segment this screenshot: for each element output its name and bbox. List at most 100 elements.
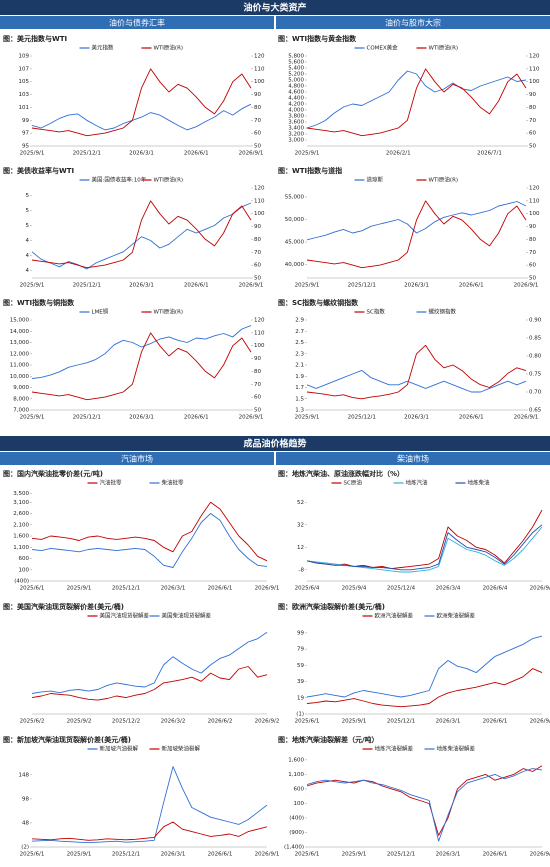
y-tick-label: 1,600 — [13, 534, 29, 540]
x-tick-label: 2025/9/1 — [295, 151, 320, 157]
series-line — [306, 68, 527, 137]
y2-tick-label: 50 — [254, 276, 261, 282]
y-tick-label: 55,000 — [285, 195, 305, 201]
x-tick-label: 2026/6/1 — [459, 415, 484, 421]
x-tick-label: 2026/3/1 — [161, 586, 186, 592]
y2-tick-label: 50 — [254, 408, 261, 414]
y-tick-label: 4 — [26, 238, 30, 244]
chart-title: 图：美国汽柴油现货裂解价差(美元/桶) — [3, 602, 124, 611]
y-tick-label: 1.5 — [295, 396, 304, 402]
legend-label: 新加坡汽油裂解 — [100, 745, 139, 753]
x-tick-label: 2025/12/4 — [387, 586, 416, 592]
y-tick-label: 109 — [19, 54, 30, 60]
y2-tick-label: 120 — [254, 54, 265, 60]
legend-label: 美国汽油现货裂解差 — [100, 612, 150, 620]
legend-label: 新加坡柴油裂解 — [162, 745, 201, 753]
series-line — [31, 325, 252, 379]
y-tick-label: 107 — [19, 66, 30, 72]
y-tick-label: 99 — [22, 118, 29, 124]
y2-tick-label: 50 — [254, 144, 261, 150]
chart-title: 图：国内汽柴油批零价差(元/吨) — [3, 469, 103, 478]
y-tick-label: 100 — [294, 801, 305, 807]
y-tick-label: 100 — [19, 567, 30, 573]
y-tick-label: 11,000 — [10, 363, 30, 369]
y-tick-label: (1) — [296, 712, 304, 718]
y-tick-label: (900) — [289, 830, 304, 836]
y2-tick-label: 110 — [529, 198, 540, 204]
y-tick-label: 105 — [19, 79, 30, 85]
y-tick-label: (400) — [289, 815, 304, 821]
y-tick-label: 101 — [19, 105, 30, 111]
y-tick-label: 2.5 — [295, 340, 304, 346]
header-title: 油价与大类资产 — [243, 2, 306, 14]
y-tick-label: 3,500 — [13, 491, 29, 497]
subheader-title: 汽油市场 — [121, 454, 153, 464]
legend-label: WTI原油(R) — [154, 176, 184, 184]
series-line — [31, 766, 268, 844]
y-tick-label: 7,000 — [13, 408, 29, 414]
legend-label: 欧洲汽油裂解差 — [375, 612, 414, 620]
subheader-title: 油价与债券汇率 — [109, 18, 165, 28]
legend-label: 欧洲柴油裂解差 — [437, 612, 476, 620]
legend-label: 地炼汽油裂解差 — [375, 745, 414, 753]
x-tick-label: 2026/6/1 — [184, 415, 209, 421]
y2-tick-label: 60 — [254, 131, 261, 137]
x-tick-label: 2026/9/2 — [255, 719, 280, 725]
y-tick-label: 1,600 — [288, 757, 304, 763]
x-tick-label: 2025/9/1 — [342, 719, 367, 725]
y-tick-label: 4,600 — [288, 90, 304, 96]
legend-label: 美国:国债收益率:10年 — [92, 176, 147, 184]
y-tick-label: 3,000 — [288, 138, 304, 144]
y-tick-label: 2.9 — [295, 318, 304, 324]
x-tick-label: 2025/9/1 — [342, 852, 367, 858]
legend-label: SC指数 — [367, 308, 386, 316]
series-line — [31, 513, 268, 568]
y-tick-label: 39 — [297, 679, 304, 685]
y-tick-label: (400) — [14, 579, 29, 585]
y2-tick-label: 60 — [254, 395, 261, 401]
y-tick-label: 600 — [19, 556, 30, 562]
y2-tick-label: 100 — [529, 79, 540, 85]
subheader-title: 油价与股市大宗 — [385, 18, 441, 28]
x-tick-label: 2026/3/1 — [404, 415, 429, 421]
y2-tick-label: 120 — [254, 186, 265, 192]
y-tick-label: 5 — [26, 193, 30, 199]
x-tick-label: 2026/9/1 — [239, 415, 264, 421]
series-line — [306, 765, 543, 836]
chart-title: 图：欧洲汽柴油裂解价差(美元/桶) — [278, 602, 385, 611]
y-tick-label: 3,200 — [288, 132, 304, 138]
x-tick-label: 2025/9/2 — [67, 719, 92, 725]
legend-label: 汽油批零 — [100, 479, 123, 487]
y-tick-label: 4,000 — [288, 108, 304, 114]
y2-tick-label: 50 — [529, 276, 536, 282]
legend-label: 螺纹钢指数 — [429, 308, 457, 316]
y-tick-label: 10,000 — [10, 374, 30, 380]
x-tick-label: 2026/6/1 — [184, 151, 209, 157]
x-tick-label: 2026/2/1 — [386, 151, 411, 157]
y-tick-label: 1.9 — [295, 374, 304, 380]
series-line — [31, 103, 252, 131]
x-tick-label: 2026/6/4 — [483, 586, 508, 592]
x-tick-label: 2026/9/1 — [530, 719, 550, 725]
y-tick-label: 45,000 — [285, 240, 305, 246]
subheader-bar — [0, 16, 274, 29]
x-tick-label: 2025/12/1 — [73, 151, 101, 157]
x-tick-label: 2025/12/1 — [348, 415, 376, 421]
y-tick-label: 5,600 — [288, 60, 304, 66]
y-tick-label: 5,200 — [288, 72, 304, 78]
x-tick-label: 2026/3/1 — [129, 151, 154, 157]
y2-tick-label: 100 — [254, 211, 265, 217]
x-tick-label: 2026/9/4 — [530, 586, 550, 592]
series-line — [31, 501, 268, 562]
x-tick-label: 2026/9/1 — [514, 283, 539, 289]
series-line — [306, 201, 527, 241]
legend-label: 美元指数 — [92, 44, 115, 52]
legend-label: LME铜 — [92, 308, 109, 316]
x-tick-label: 2025/9/1 — [20, 283, 45, 289]
chart-title: 图：新加坡汽柴油现货裂解价差(美元/桶) — [3, 735, 131, 744]
x-tick-label: 2025/12/1 — [387, 719, 415, 725]
x-tick-label: 2025/6/2 — [20, 719, 45, 725]
x-tick-label: 2026/9/1 — [530, 852, 550, 858]
y2-tick-label: 0.90 — [529, 318, 542, 324]
